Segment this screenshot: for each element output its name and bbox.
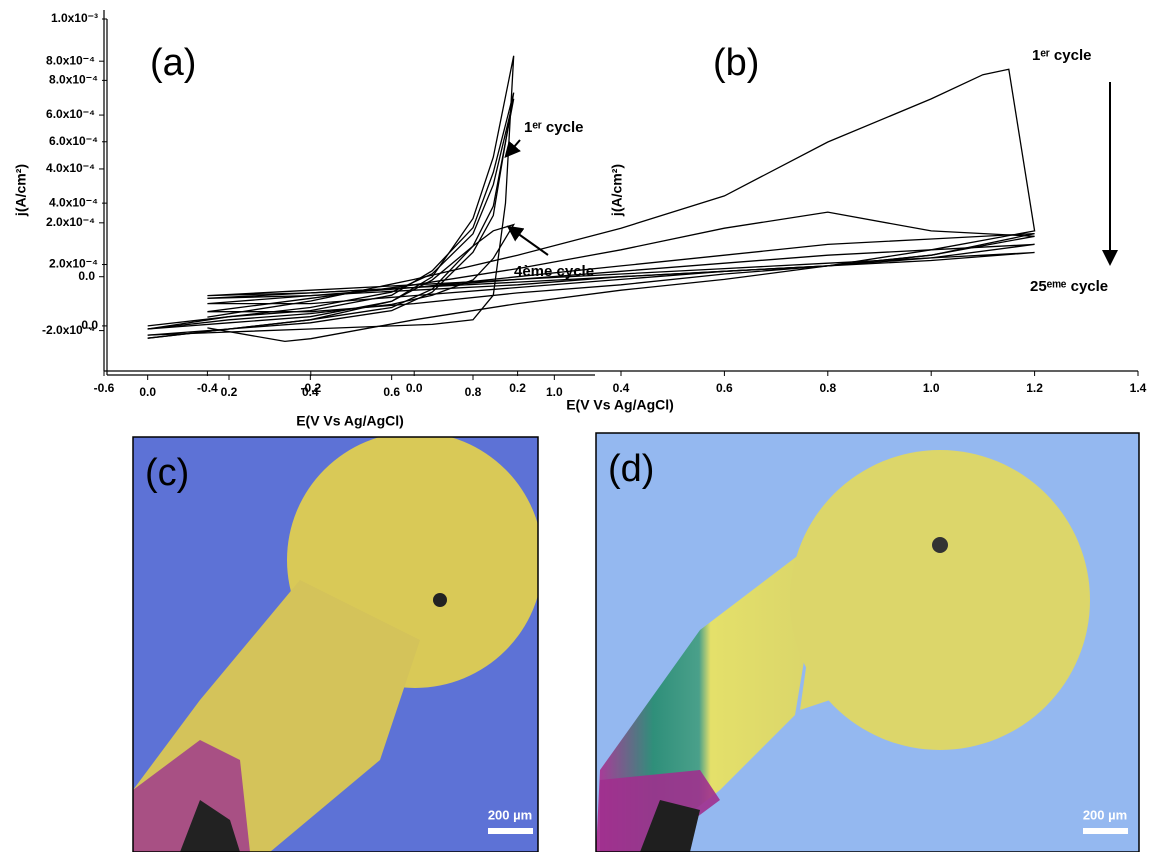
arrow <box>504 139 521 159</box>
x-tick-label: 1.4 <box>1130 381 1147 395</box>
scale-bar <box>488 828 533 834</box>
annotation: 1ᵉʳ cycle <box>524 119 583 136</box>
annotation: 25ᵉᵐᵉ cycle <box>1030 278 1108 295</box>
y-tick-label: 6.0x10⁻⁴ <box>46 107 95 121</box>
micrograph-c <box>133 437 538 852</box>
cv-curve <box>147 55 515 336</box>
scale-bar <box>1083 828 1128 834</box>
panel-label: (c) <box>145 452 189 494</box>
x-tick-label: 0.2 <box>509 381 526 395</box>
panel-label: (d) <box>608 448 654 490</box>
x-tick-label: 0.0 <box>406 381 423 395</box>
x-tick-label: 0.8 <box>819 381 836 395</box>
panel-label: (b) <box>713 42 759 84</box>
cv-curve <box>207 211 1035 313</box>
x-tick-label: 0.4 <box>302 385 319 399</box>
y-tick-label: 6.0x10⁻⁴ <box>49 134 98 148</box>
cv-curve <box>147 223 516 339</box>
scale-label: 200 µm <box>488 807 532 822</box>
x-tick-label: -0.4 <box>197 381 218 395</box>
x-tick-label: 1.2 <box>1026 381 1043 395</box>
annotation: 4ème cycle <box>514 263 594 280</box>
x-tick-label: 0.8 <box>465 385 482 399</box>
y-tick-label: 8.0x10⁻⁴ <box>49 73 98 87</box>
y-tick-label: 4.0x10⁻⁴ <box>46 161 95 175</box>
x-tick-label: -0.6 <box>94 381 115 395</box>
x-tick-label: 1.0 <box>923 381 940 395</box>
cv-curve <box>207 68 1036 343</box>
x-tick-label: 0.6 <box>716 381 733 395</box>
y-tick-label: 8.0x10⁻⁴ <box>46 53 95 67</box>
cv-curve <box>207 251 1035 297</box>
frame <box>595 432 1140 852</box>
cv-curve <box>147 98 515 339</box>
y-tick-label: 2.0x10⁻⁴ <box>49 257 98 271</box>
arrow <box>506 225 549 256</box>
y-tick-label: 4.0x10⁻⁴ <box>49 195 98 209</box>
y-tick-label: 1.0x10⁻³ <box>51 11 98 25</box>
x-axis-label: E(V Vs Ag/AgCl) <box>296 413 404 429</box>
x-tick-label: -0.2 <box>300 381 321 395</box>
y-tick-label: 0.0 <box>78 269 95 283</box>
y-tick-label: 0.0 <box>81 318 98 332</box>
panel-label: (a) <box>150 42 196 84</box>
y-tick-label: -2.0x10⁻⁴ <box>42 323 95 337</box>
y-axis-label: j(A/cm²) <box>13 164 29 217</box>
cv-curve <box>147 92 515 336</box>
frame <box>132 436 539 852</box>
x-axis-label: E(V Vs Ag/AgCl) <box>566 397 674 413</box>
x-tick-label: 0.0 <box>139 385 156 399</box>
y-axis-label: j(A/cm²) <box>609 164 625 217</box>
annotation: 1ᵉʳ cycle <box>1032 47 1091 64</box>
x-tick-label: 0.4 <box>613 381 630 395</box>
x-tick-label: 1.0 <box>546 385 563 399</box>
scale-label: 200 µm <box>1083 807 1127 822</box>
cv-curve <box>207 232 1035 305</box>
cv-curve <box>207 243 1035 299</box>
x-tick-label: 0.2 <box>221 385 238 399</box>
x-tick-label: 0.6 <box>383 385 400 399</box>
y-tick-label: 2.0x10⁻⁴ <box>46 215 95 229</box>
micrograph-d <box>596 433 1139 852</box>
